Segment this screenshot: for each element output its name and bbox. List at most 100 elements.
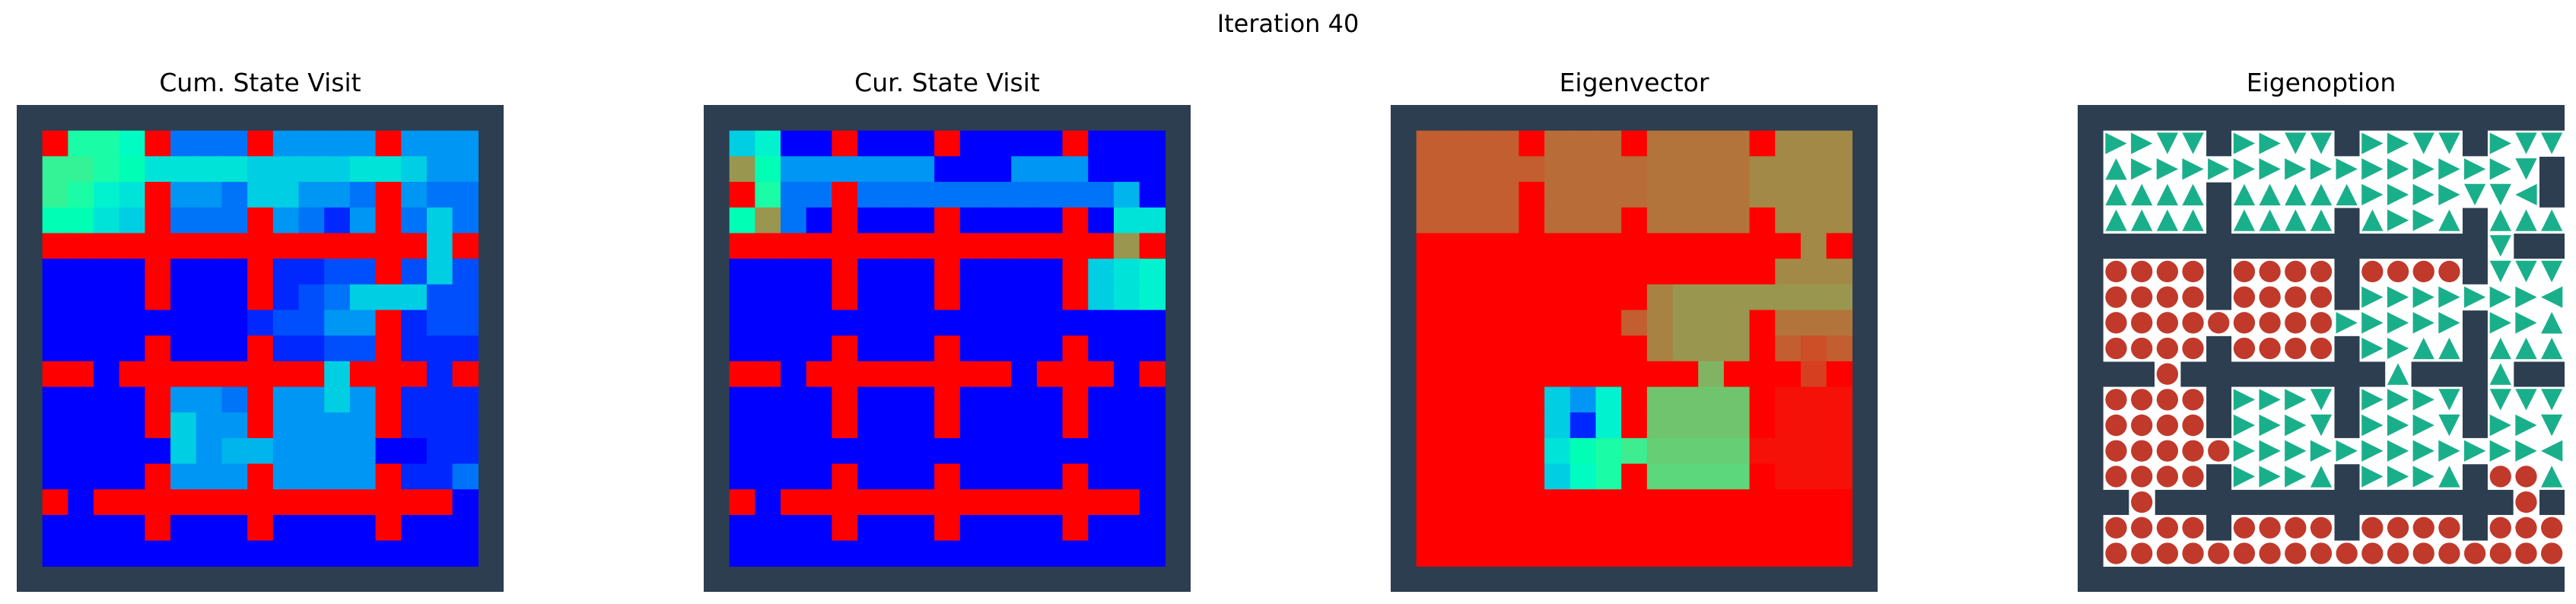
heatmap-cell (908, 463, 935, 490)
heatmap-cell (1468, 514, 1494, 542)
heatmap-cell (857, 437, 884, 465)
heatmap-cell (729, 310, 756, 336)
heatmap-cell (1826, 284, 1852, 311)
heatmap-cell (426, 361, 453, 388)
heatmap-cell (1544, 463, 1571, 490)
heatmap-cell (324, 335, 351, 362)
heatmap-cell (985, 540, 1012, 567)
terminate-marker (2156, 517, 2179, 539)
action-arrow-marker (2361, 389, 2384, 411)
heatmap-cell (1672, 361, 1699, 388)
terminate-marker (2259, 337, 2281, 360)
heatmap-cell (452, 361, 479, 388)
heatmap-cell (145, 489, 171, 516)
heatmap-cell (857, 361, 884, 388)
heatmap-cell (1062, 361, 1089, 388)
heatmap-cell (1468, 361, 1494, 388)
heatmap-cell (959, 463, 987, 490)
heatmap-cell (1442, 233, 1468, 259)
heatmap-cell (272, 207, 300, 234)
heatmap-cell (42, 489, 69, 516)
heatmap-cell (324, 514, 351, 542)
action-arrow-marker (2105, 209, 2127, 231)
heatmap-cell (1493, 310, 1520, 336)
heatmap-cell (1569, 463, 1597, 490)
heatmap-cell (1011, 437, 1038, 465)
heatmap-cell (426, 233, 453, 259)
action-arrow-marker (2336, 158, 2358, 180)
heatmap-cell (1800, 463, 1827, 490)
heatmap-cell (1800, 335, 1827, 362)
heatmap-cell (221, 514, 248, 542)
heatmap-cell (375, 540, 402, 567)
heatmap-cell (1011, 335, 1038, 362)
heatmap-cell (324, 540, 351, 567)
heatmap-cell (1646, 514, 1674, 542)
heatmap-cell (883, 437, 910, 465)
heatmap-cell (781, 437, 807, 465)
heatmap-cell (1800, 233, 1827, 259)
heatmap-cell (272, 540, 300, 567)
heatmap-cell (1139, 182, 1166, 208)
heatmap-cell (806, 361, 833, 388)
heatmap-cell (1775, 437, 1802, 465)
action-arrow-marker (2233, 183, 2256, 206)
figure-title: Iteration 40 (1216, 9, 1360, 38)
heatmap-cell (145, 463, 171, 490)
heatmap-cell (1621, 310, 1648, 336)
heatmap-cell (908, 310, 935, 336)
heatmap-cell (1468, 207, 1494, 234)
heatmap-cell (832, 259, 858, 285)
heatmap-cell (755, 463, 781, 490)
heatmap-cell (959, 182, 987, 208)
heatmap-cell (42, 361, 69, 388)
action-arrow-marker (2412, 132, 2434, 154)
action-arrow-marker (2336, 183, 2358, 206)
heatmap-cell (349, 386, 377, 413)
terminate-marker (2182, 260, 2204, 283)
heatmap-cell (452, 463, 479, 490)
heatmap-cell (985, 361, 1012, 388)
heatmap-cell (1749, 489, 1776, 516)
heatmap-cell (1569, 182, 1597, 208)
heatmap-cell (1723, 463, 1751, 490)
heatmap-cell (1826, 259, 1852, 285)
heatmap-cell (806, 463, 833, 490)
heatmap-cell (452, 540, 479, 567)
action-arrow-marker (2412, 466, 2434, 488)
heatmap-cell (1062, 259, 1089, 285)
action-arrow-marker (2489, 389, 2511, 411)
heatmap-cell (729, 259, 756, 285)
heatmap-cell (68, 233, 94, 259)
terminate-marker (2489, 517, 2511, 539)
action-arrow-marker (2541, 389, 2563, 411)
heatmap-cell (1672, 335, 1699, 362)
heatmap-cell (145, 361, 171, 388)
heatmap-cell (349, 335, 377, 362)
terminate-marker (2233, 542, 2256, 564)
heatmap-cell (1800, 310, 1827, 336)
heatmap-cell (1569, 540, 1597, 567)
heatmap-cell (729, 182, 756, 208)
heatmap-cell (806, 437, 833, 465)
heatmap-cell (1519, 489, 1545, 516)
action-arrow-marker (2361, 312, 2384, 334)
heatmap-cell (883, 284, 910, 311)
heatmap-cell (196, 310, 223, 336)
terminate-marker (2156, 312, 2179, 334)
heatmap-cell (119, 463, 146, 490)
heatmap-cell (68, 130, 94, 157)
heatmap-cell (401, 310, 428, 336)
heatmap-cell (1672, 412, 1699, 439)
heatmap-cell (806, 207, 833, 234)
heatmap-cell (1468, 182, 1494, 208)
heatmap-cell (1646, 335, 1674, 362)
heatmap-cell (1544, 130, 1571, 157)
heatmap-cell (426, 130, 453, 157)
heatmap-cell (934, 310, 961, 336)
terminate-marker (2310, 337, 2333, 360)
heatmap-cell (934, 130, 961, 157)
heatmap-cell (170, 182, 197, 208)
heatmap-cell (145, 412, 171, 439)
action-arrow-marker (2489, 260, 2511, 283)
